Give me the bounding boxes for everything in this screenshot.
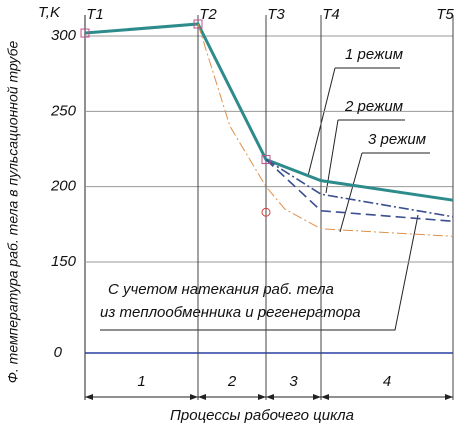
legend-leader (307, 67, 400, 177)
series-line (265, 158, 454, 218)
x-axis-label: Процессы рабочего цикла (170, 407, 354, 424)
interval-label: 2 (227, 373, 237, 390)
y-axis-label: Ф. температура раб. тела в пульсационной… (5, 41, 21, 384)
stage-label: T4 (322, 6, 340, 23)
y-tick-label: 150 (51, 253, 77, 270)
y-tick-label: 250 (50, 102, 77, 119)
y-unit-label: T,K (38, 4, 61, 21)
annotation: С учетом натекания раб. тела (108, 281, 334, 298)
legend-leader (339, 152, 430, 233)
arrow (198, 394, 266, 400)
legend-label: 3 режим (368, 131, 426, 148)
y-tick-label: 0 (54, 344, 63, 361)
stage-label: T3 (267, 6, 285, 23)
square-marker (193, 19, 203, 29)
annotation: из теплообменника и регенератора (100, 304, 361, 321)
stage-label: T2 (199, 6, 217, 23)
legend-label: 2 режим (344, 98, 403, 115)
interval-label: 3 (289, 373, 298, 390)
legend-label: 1 режим (345, 46, 403, 63)
circle-marker (261, 207, 271, 217)
series-line (265, 158, 454, 223)
y-tick-label: 200 (50, 178, 77, 195)
stage-label: T5 (436, 6, 454, 23)
y-tick-label: 300 (51, 27, 77, 44)
stage-label: T1 (86, 6, 104, 23)
interval-label: 1 (137, 373, 145, 390)
series-line (84, 22, 454, 202)
square-marker (261, 155, 271, 165)
interval-label: 4 (383, 373, 391, 390)
square-marker (80, 28, 90, 38)
